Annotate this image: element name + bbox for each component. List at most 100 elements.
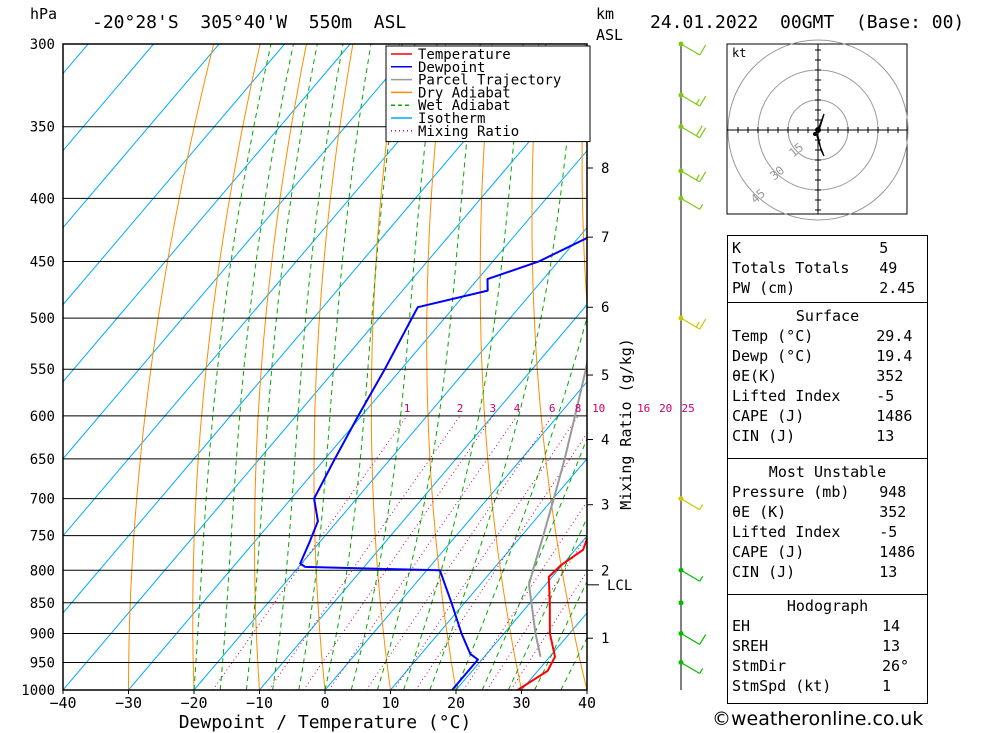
index-label: EH bbox=[732, 617, 751, 635]
mixing-ratio-label: 10 bbox=[592, 402, 605, 415]
table-row: SREH 13 bbox=[728, 636, 927, 656]
datetime-title: 24.01.2022 00GMT (Base: 00) bbox=[650, 12, 965, 33]
table-row: Temp (°C) 29.4 bbox=[728, 326, 927, 346]
isotherm-line bbox=[63, 44, 285, 306]
x-tick-label: 0 bbox=[320, 694, 329, 712]
km-tick-label: 1 bbox=[601, 631, 609, 647]
index-label: CIN (J) bbox=[732, 427, 796, 445]
index-label: Lifted Index bbox=[732, 387, 841, 405]
wet-adiabat-line bbox=[219, 44, 294, 690]
isotherm-line bbox=[259, 303, 587, 690]
km-tick-label: 8 bbox=[601, 161, 609, 177]
km-tick-label: 5 bbox=[601, 368, 609, 384]
wind-barb bbox=[678, 659, 704, 674]
mixing-ratio-label: 25 bbox=[681, 402, 694, 415]
km-tick-label: 2 bbox=[601, 563, 609, 579]
index-value: -5 bbox=[879, 523, 898, 541]
legend-entry-label: Isotherm bbox=[418, 111, 485, 127]
table-row: StmDir 26° bbox=[728, 656, 927, 676]
pressure-tick-label: 350 bbox=[30, 120, 55, 136]
km-tick-label: 4 bbox=[601, 433, 609, 449]
mixing-ratio-label: 20 bbox=[659, 402, 672, 415]
wet-adiabat-line bbox=[193, 44, 272, 690]
footer-site-link[interactable]: weatheronline.co.uk bbox=[731, 708, 924, 730]
footer-credit: ©weatheronline.co.uk bbox=[712, 708, 923, 730]
table-row: CAPE (J) 1486 bbox=[728, 542, 927, 562]
index-value: 1 bbox=[881, 677, 891, 695]
mixing-ratio-axis-label: Mixing Ratio (g/kg) bbox=[617, 338, 635, 510]
index-label: Lifted Index bbox=[732, 523, 841, 541]
index-label: θE (K) bbox=[732, 503, 787, 521]
wet-adiabat-line bbox=[481, 436, 587, 690]
index-label: K bbox=[732, 239, 742, 257]
index-label: CAPE (J) bbox=[732, 543, 805, 561]
wind-barb bbox=[678, 567, 704, 582]
section-title: Hodograph bbox=[786, 597, 869, 615]
table-row: Totals Totals 49 bbox=[728, 258, 927, 278]
hodograph-point bbox=[813, 132, 817, 136]
isotherm-line bbox=[63, 44, 220, 229]
wind-barb bbox=[678, 496, 704, 511]
index-value: 29.4 bbox=[876, 327, 913, 345]
index-label: SREH bbox=[732, 637, 769, 655]
wet-adiabat-line bbox=[272, 44, 344, 690]
section-title: Most Unstable bbox=[768, 463, 887, 481]
index-value: 1486 bbox=[876, 407, 913, 425]
mixing-ratio-line bbox=[328, 415, 518, 690]
index-label: θE(K) bbox=[732, 367, 778, 385]
index-value: 1486 bbox=[879, 543, 916, 561]
parcel-trajectory-line bbox=[528, 358, 587, 658]
km-tick-label: 6 bbox=[601, 300, 609, 316]
copyright-icon: © bbox=[712, 708, 731, 730]
mixing-ratio-label: 3 bbox=[489, 402, 496, 415]
dry-adiabat-line bbox=[631, 44, 718, 690]
dry-adiabat-line bbox=[254, 44, 307, 690]
table-row: Pressure (mb) 948 bbox=[728, 482, 927, 502]
legend-entry-label: Parcel Trajectory bbox=[418, 73, 561, 89]
height-unit-asl: ASL bbox=[596, 26, 624, 44]
table-row: EH 14 bbox=[728, 616, 927, 636]
table-row: Most Unstable bbox=[728, 462, 927, 482]
index-label: Temp (°C) bbox=[732, 327, 814, 345]
dewpoint-line bbox=[299, 236, 587, 690]
x-tick-label: −20 bbox=[180, 694, 207, 712]
mixing-ratio-line bbox=[463, 500, 587, 690]
mixing-ratio-line bbox=[303, 415, 494, 690]
index-value: 5 bbox=[879, 239, 889, 257]
pressure-tick-label: 850 bbox=[30, 596, 55, 612]
wind-barb bbox=[678, 195, 704, 210]
index-value: 13 bbox=[881, 637, 901, 655]
lcl-label: LCL bbox=[607, 578, 632, 594]
pressure-tick-label: 750 bbox=[30, 529, 55, 545]
km-tick-label: 7 bbox=[601, 230, 609, 246]
table-row: Dewp (°C) 19.4 bbox=[728, 346, 927, 366]
index-value: 26° bbox=[881, 657, 910, 675]
height-unit-km: km bbox=[596, 5, 615, 23]
isotherm-line bbox=[390, 458, 587, 690]
wet-adiabat-line bbox=[245, 44, 318, 690]
x-tick-label: −30 bbox=[115, 694, 142, 712]
pressure-tick-label: 450 bbox=[30, 255, 55, 271]
wind-barb bbox=[678, 315, 707, 330]
wet-adiabat-line bbox=[324, 44, 403, 690]
hodograph-trace bbox=[816, 113, 825, 157]
index-label: CAPE (J) bbox=[732, 407, 805, 425]
isotherm-line bbox=[324, 380, 587, 690]
index-value: 14 bbox=[881, 617, 901, 635]
mixing-ratio-line bbox=[486, 534, 587, 690]
pressure-unit-label: hPa bbox=[30, 5, 58, 23]
wet-adiabat-line bbox=[298, 44, 372, 690]
hodograph-unit-label: kt bbox=[732, 46, 746, 60]
x-axis-label: Dewpoint / Temperature (°C) bbox=[179, 712, 472, 733]
table-row: θE (K) 352 bbox=[728, 502, 927, 522]
mixing-ratio-label: 2 bbox=[457, 402, 464, 415]
index-value: -5 bbox=[876, 387, 895, 405]
table-row: Hodograph bbox=[728, 596, 927, 616]
legend-entry-label: Dewpoint bbox=[418, 60, 485, 76]
pressure-tick-label: 650 bbox=[30, 452, 55, 468]
km-tick-label: 3 bbox=[601, 498, 609, 514]
index-value: 13 bbox=[876, 427, 895, 445]
pressure-tick-label: 400 bbox=[30, 191, 55, 207]
index-value: 19.4 bbox=[876, 347, 913, 365]
